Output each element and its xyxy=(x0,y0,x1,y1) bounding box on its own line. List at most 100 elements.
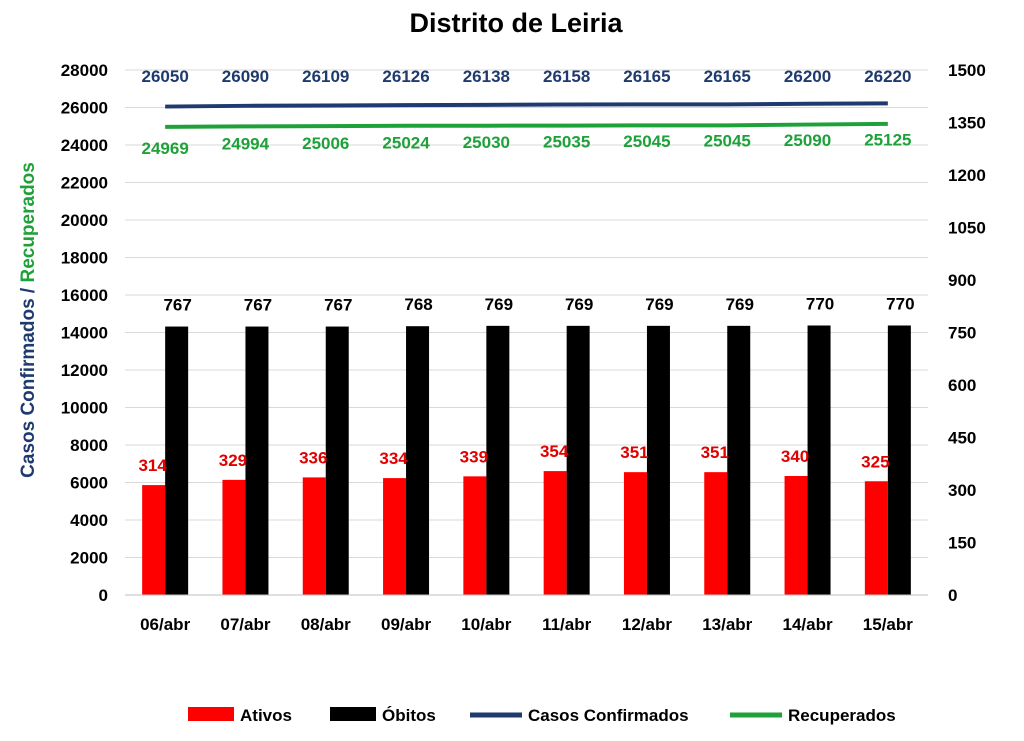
data-label-obitos: 769 xyxy=(485,295,513,314)
x-tick-label: 12/abr xyxy=(622,615,672,634)
y-tick-right: 1500 xyxy=(948,61,986,80)
y-tick-left: 2000 xyxy=(70,549,108,568)
x-tick-label: 15/abr xyxy=(863,615,913,634)
bar-obitos xyxy=(646,325,670,595)
y-tick-left: 10000 xyxy=(61,399,108,418)
data-label-confirmados: 26200 xyxy=(784,67,831,86)
y-tick-right: 300 xyxy=(948,481,976,500)
data-label-confirmados: 26138 xyxy=(463,67,510,86)
data-label-recuperados: 25035 xyxy=(543,133,590,152)
data-label-obitos: 768 xyxy=(404,295,432,314)
data-label-ativos: 325 xyxy=(861,452,889,471)
data-label-recuperados: 24994 xyxy=(222,135,270,154)
x-tick-label: 11/abr xyxy=(542,615,592,634)
y-tick-right: 1050 xyxy=(948,219,986,238)
legend-item: Óbitos xyxy=(330,706,436,725)
y-tick-right: 1350 xyxy=(948,114,986,133)
bar-obitos xyxy=(566,325,590,595)
legend-label: Ativos xyxy=(240,706,292,725)
y-tick-right: 1200 xyxy=(948,166,986,185)
y-tick-left: 26000 xyxy=(61,99,108,118)
bar-ativos xyxy=(704,472,728,595)
data-label-ativos: 351 xyxy=(620,443,648,462)
y-tick-left: 24000 xyxy=(61,136,108,155)
bar-obitos xyxy=(245,326,269,595)
y-tick-left: 0 xyxy=(99,586,108,605)
data-label-confirmados: 26109 xyxy=(302,67,349,86)
data-label-ativos: 351 xyxy=(701,443,729,462)
bar-obitos xyxy=(887,325,911,595)
legend-label: Casos Confirmados xyxy=(528,706,689,725)
bar-obitos xyxy=(165,326,189,595)
bar-obitos xyxy=(807,325,831,595)
data-label-recuperados: 25125 xyxy=(864,131,911,150)
y-tick-left: 14000 xyxy=(61,324,108,343)
data-label-confirmados: 26090 xyxy=(222,67,269,86)
x-tick-label: 10/abr xyxy=(461,615,511,634)
data-label-recuperados: 25090 xyxy=(784,131,831,150)
y-tick-right: 150 xyxy=(948,534,976,553)
y-tick-left: 18000 xyxy=(61,249,108,268)
bar-obitos xyxy=(486,325,510,595)
data-label-obitos: 767 xyxy=(324,296,352,315)
bar-ativos xyxy=(222,479,246,595)
bar-ativos xyxy=(142,485,166,595)
y-tick-right: 750 xyxy=(948,324,976,343)
x-tick-label: 13/abr xyxy=(702,615,752,634)
bar-ativos xyxy=(302,477,326,595)
data-label-recuperados: 25045 xyxy=(623,132,670,151)
y-tick-left: 8000 xyxy=(70,436,108,455)
data-label-ativos: 340 xyxy=(781,447,809,466)
data-label-obitos: 770 xyxy=(886,295,914,314)
data-label-obitos: 767 xyxy=(244,296,272,315)
y-axis-label-left: Casos Confirmados / Recuperados xyxy=(18,162,39,478)
y-tick-left: 16000 xyxy=(61,286,108,305)
y-tick-right: 900 xyxy=(948,271,976,290)
data-labels: 314 767 329 767 336 767 334 768 339 769 354 769 351 7… xyxy=(138,67,914,475)
data-label-ativos: 339 xyxy=(460,447,488,466)
data-label-obitos: 767 xyxy=(163,296,191,315)
data-label-confirmados: 26050 xyxy=(142,67,189,86)
series-line-casos-confirmados xyxy=(165,101,888,109)
legend-item: Casos Confirmados xyxy=(470,706,689,725)
data-label-obitos: 769 xyxy=(645,295,673,314)
legend-label: Óbitos xyxy=(382,706,436,725)
legend-swatch xyxy=(188,707,234,721)
axes: 0200040006000800010000120001400016000180… xyxy=(61,61,986,634)
data-label-obitos: 769 xyxy=(726,295,754,314)
data-label-recuperados: 25030 xyxy=(463,133,510,152)
data-label-confirmados: 26220 xyxy=(864,67,911,86)
bar-ativos xyxy=(543,471,567,595)
data-label-ativos: 329 xyxy=(219,451,247,470)
data-label-recuperados: 24969 xyxy=(142,139,189,158)
legend-item: Recuperados xyxy=(730,706,896,725)
data-label-confirmados: 26165 xyxy=(623,67,670,86)
data-label-obitos: 769 xyxy=(565,295,593,314)
data-label-confirmados: 26158 xyxy=(543,67,590,86)
legend-swatch xyxy=(330,707,376,721)
y-tick-left: 28000 xyxy=(61,61,108,80)
x-tick-label: 09/abr xyxy=(381,615,431,634)
y-tick-right: 600 xyxy=(948,376,976,395)
bar-obitos xyxy=(406,326,430,595)
data-label-obitos: 770 xyxy=(806,295,834,314)
series-lines xyxy=(165,101,888,129)
bar-ativos xyxy=(784,476,808,595)
x-tick-label: 14/abr xyxy=(783,615,833,634)
bar-ativos xyxy=(463,476,487,595)
x-tick-label: 07/abr xyxy=(220,615,270,634)
legend: Ativos Óbitos Casos Confirmados Recuperados xyxy=(188,706,896,725)
data-label-confirmados: 26165 xyxy=(704,67,751,86)
y-axis-label-part-confirmados: Casos Confirmados xyxy=(18,298,39,477)
bar-ativos xyxy=(623,472,647,595)
data-label-recuperados: 25024 xyxy=(382,134,430,153)
y-tick-left: 6000 xyxy=(70,474,108,493)
y-axis-label-part-recuperados: Recuperados xyxy=(18,162,39,282)
legend-label: Recuperados xyxy=(788,706,896,725)
bar-obitos xyxy=(727,325,751,595)
data-label-recuperados: 25006 xyxy=(302,134,349,153)
data-label-ativos: 336 xyxy=(299,448,327,467)
x-tick-label: 08/abr xyxy=(301,615,351,634)
series-line-recuperados xyxy=(165,121,888,129)
